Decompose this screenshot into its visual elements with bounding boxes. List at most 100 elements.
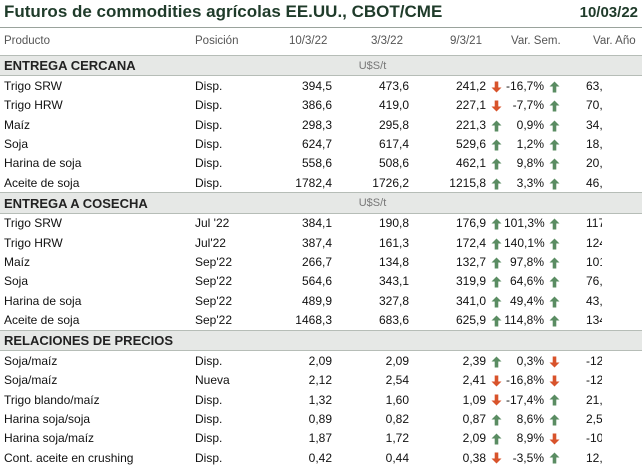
arrow-up-icon [549,137,560,151]
section-header: ENTREGA A COSECHA U$S/t [0,192,642,214]
value-year-ago: 529,6 [455,137,486,152]
week-arrow [488,429,504,448]
value-current: 558,6 [301,156,332,171]
report-title: Futuros de commodities agrícolas EE.UU.,… [4,2,443,21]
position-cell: Disp. [195,79,223,94]
arrow-up-icon [491,294,502,308]
year-arrow [546,252,562,271]
product-cell: Cont. aceite en crushing [4,450,134,465]
col-producto: Producto [4,35,51,47]
product-cell: Trigo SRW [4,79,63,94]
year-arrow [546,115,562,134]
var-year: 12,3% [586,450,602,465]
week-arrow [488,134,504,153]
value-week-ago: 343,1 [378,274,409,289]
column-header: Producto Posición 10/3/22 3/3/22 9/3/21 … [0,30,642,52]
value-week-ago: 683,6 [378,313,409,328]
section-filler [411,192,642,214]
spacer [562,390,586,409]
report-date: 10/03/22 [579,4,638,21]
var-year: 134,6% [586,313,602,328]
arrow-up-icon [549,98,560,112]
arrow-up-icon [549,393,560,407]
value-week-ago: 0,82 [385,411,409,426]
table-row: Soja/maíz Disp. 2,09 2,09 2,39 0,3% -12,5% [0,351,642,371]
year-arrow [546,213,562,233]
table-row: Harina de soja Sep'22 489,9 327,8 341,0 49,4%… [0,291,642,310]
value-year-ago: 625,9 [455,313,486,328]
var-year: 70,3% [586,98,602,113]
arrow-up-icon [491,137,502,151]
week-arrow [488,96,504,115]
product-cell: Soja [4,137,29,152]
value-current: 0,42 [308,450,332,465]
value-current: 2,09 [308,353,332,368]
table-row: Aceite de soja Sep'22 1468,3 683,6 625,9 114,… [0,310,642,330]
spacer [562,429,586,448]
var-week: 8,9% [516,431,544,446]
value-year-ago: 132,7 [455,255,486,270]
table-row: Aceite de soja Disp. 1782,4 1726,2 1215,8 3,3… [0,173,642,193]
position-cell: Sep'22 [195,313,232,328]
arrow-up-icon [549,176,560,190]
spacer [562,252,586,271]
section-header: ENTREGA CERCANA U$S/t [0,54,642,77]
week-arrow [488,252,504,271]
arrow-up-icon [549,313,560,327]
position-cell: Disp. [195,392,223,407]
value-current: 2,12 [308,373,332,388]
week-arrow [488,213,504,233]
value-current: 387,4 [301,235,332,250]
position-cell: Disp. [195,156,223,171]
col-date-1: 10/3/22 [289,35,328,47]
var-week: 49,4% [509,293,544,308]
spacer [562,351,586,371]
section-unit: U$S/t [334,54,411,77]
value-year-ago: 0,87 [462,411,486,426]
value-week-ago: 327,8 [378,293,409,308]
product-cell: Maíz [4,117,31,132]
value-year-ago: 221,3 [455,117,486,132]
spacer [562,134,586,153]
arrow-down-icon [549,431,560,445]
value-year-ago: 341,0 [455,293,486,308]
arrow-up-icon [549,236,560,250]
week-arrow [488,115,504,134]
value-current: 1,87 [308,431,332,446]
value-week-ago: 1,72 [385,431,409,446]
title-bar: Futuros de commodities agrícolas EE.UU.,… [0,0,642,26]
arrow-up-icon [549,79,560,93]
arrow-up-icon [491,176,502,190]
year-arrow [546,310,562,330]
year-arrow [546,409,562,428]
arrow-down-icon [549,373,560,387]
spacer [562,272,586,291]
week-arrow [488,448,504,467]
col-var-sem: Var. Sem. [511,35,561,47]
value-year-ago: 2,41 [462,373,486,388]
position-cell: Sep'22 [195,255,232,270]
section-title: RELACIONES DE PRECIOS [0,329,334,352]
value-current: 489,9 [301,293,332,308]
spacer [562,173,586,193]
product-cell: Trigo HRW [4,235,63,250]
year-arrow [546,351,562,371]
arrow-up-icon [491,236,502,250]
year-arrow [546,429,562,448]
position-cell: Jul '22 [195,216,230,231]
table-row: Trigo SRW Disp. 394,5 473,6 241,2 -16,7% 63,6% [0,76,642,96]
week-arrow [488,310,504,330]
product-cell: Trigo SRW [4,216,63,231]
week-arrow [488,409,504,428]
table-row: Trigo SRW Jul '22 384,1 190,8 176,9 101,3% 117… [0,213,642,233]
table-row: Harina de soja Disp. 558,6 508,6 462,1 9,8% 20… [0,154,642,173]
table-row: Soja Disp. 624,7 617,4 529,6 1,2% 18,0% [0,134,642,153]
product-cell: Trigo HRW [4,98,63,113]
title-divider [0,27,642,28]
value-current: 624,7 [301,137,332,152]
table-row: Trigo blando/maíz Disp. 1,32 1,60 1,09 -17,4%… [0,390,642,409]
var-year: 76,5% [586,274,602,289]
year-arrow [546,371,562,390]
position-cell: Sep'22 [195,274,232,289]
